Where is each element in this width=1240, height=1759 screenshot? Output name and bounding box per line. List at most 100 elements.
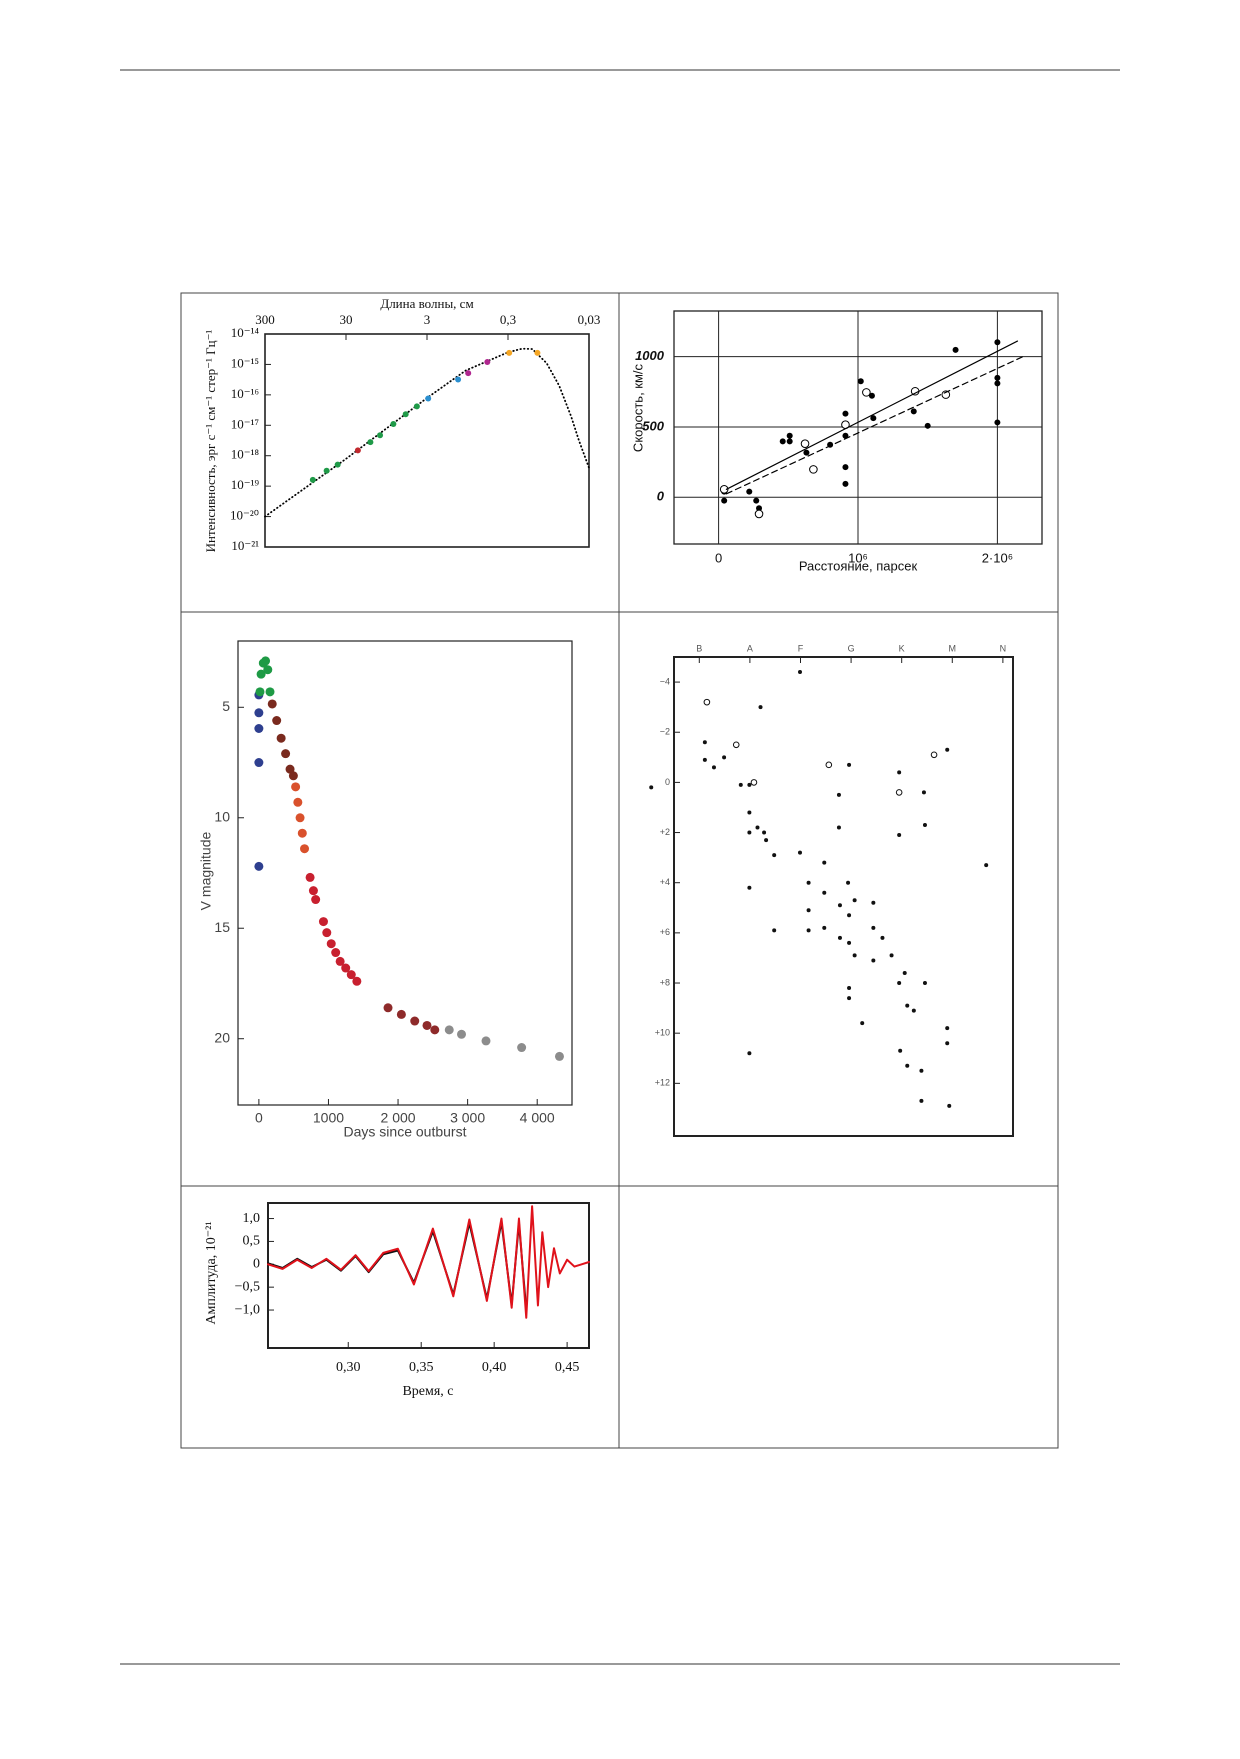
x-tick-label: 0,30 bbox=[336, 1360, 361, 1375]
y-tick-label: 0 bbox=[253, 1257, 260, 1272]
y-tick-label: 10⁻¹⁷ bbox=[231, 416, 259, 431]
marker bbox=[305, 872, 315, 882]
marker bbox=[747, 885, 752, 890]
marker bbox=[952, 346, 959, 353]
marker bbox=[919, 1098, 924, 1103]
figure: B A F G K M N −4 −2 0 +2 +4 +6 +8 +10 +12 bbox=[649, 643, 1014, 1137]
x-tick-label: 3 000 bbox=[450, 1110, 485, 1126]
x-tick-label: 2 000 bbox=[381, 1110, 416, 1126]
marker bbox=[254, 861, 264, 871]
marker bbox=[402, 411, 409, 418]
marker bbox=[924, 422, 931, 429]
marker bbox=[255, 687, 265, 697]
marker bbox=[994, 380, 1001, 387]
open-marker bbox=[825, 761, 833, 769]
marker bbox=[905, 1063, 910, 1068]
open-marker bbox=[719, 485, 729, 494]
marker bbox=[300, 844, 310, 854]
x-axis-title: Длина волны, см bbox=[380, 296, 473, 311]
x-tick-label: 0,03 bbox=[578, 312, 601, 327]
x-tick-label: 0 bbox=[255, 1110, 263, 1126]
marker bbox=[852, 953, 857, 958]
marker bbox=[868, 392, 875, 399]
marker bbox=[410, 1016, 420, 1026]
figure: 300 30 3 0,3 0,03 10⁻¹⁴ 10⁻¹⁵ 10⁻¹⁶ 10⁻¹⁷ 10⁻¹⁸ 10… bbox=[203, 296, 600, 553]
marker bbox=[897, 981, 902, 986]
marker bbox=[295, 813, 305, 823]
marker bbox=[747, 782, 752, 787]
model-curve bbox=[264, 347, 590, 518]
marker bbox=[425, 395, 432, 402]
marker bbox=[860, 1021, 865, 1026]
y-tick-label: 0 bbox=[657, 489, 665, 504]
x-tick-label: 0 bbox=[715, 550, 722, 565]
marker bbox=[898, 1048, 903, 1053]
marker bbox=[822, 890, 827, 895]
y-axis-title: V magnitude bbox=[198, 831, 214, 910]
x-tick-label: 4 000 bbox=[520, 1110, 555, 1126]
marker bbox=[354, 447, 361, 454]
x-tick-label: N bbox=[1000, 643, 1007, 653]
plot-frame bbox=[237, 640, 573, 1106]
marker bbox=[842, 410, 849, 417]
x-tick-label: 10⁶ bbox=[848, 550, 868, 565]
open-marker bbox=[862, 388, 871, 397]
marker bbox=[822, 860, 827, 865]
marker bbox=[910, 408, 917, 415]
marker bbox=[481, 1036, 491, 1046]
y-tick-label: 10⁻²⁰ bbox=[230, 508, 259, 523]
marker bbox=[352, 976, 362, 986]
marker bbox=[922, 981, 927, 986]
y-tick-label: −2 bbox=[660, 727, 670, 737]
marker bbox=[335, 956, 345, 966]
marker bbox=[945, 1041, 950, 1046]
x-tick-label: A bbox=[747, 643, 753, 653]
marker bbox=[847, 986, 852, 991]
plot-frame bbox=[264, 333, 590, 548]
marker bbox=[842, 480, 849, 487]
marker bbox=[847, 940, 852, 945]
marker bbox=[293, 797, 303, 807]
figure: 0 10⁶ 2·10⁶ 0 500 1000 Расстояние, парсек Скоро… bbox=[630, 310, 1043, 573]
marker bbox=[797, 850, 802, 855]
open-marker bbox=[800, 439, 810, 448]
marker bbox=[747, 810, 752, 815]
x-tick-label: 3 bbox=[424, 312, 431, 327]
marker bbox=[806, 908, 811, 913]
x-axis-title: Время, с bbox=[402, 1384, 453, 1399]
marker bbox=[254, 708, 264, 718]
marker bbox=[265, 687, 275, 697]
marker bbox=[919, 1068, 924, 1073]
marker bbox=[847, 762, 852, 767]
open-marker bbox=[895, 789, 903, 796]
marker bbox=[702, 740, 707, 745]
marker bbox=[846, 880, 851, 885]
marker bbox=[747, 1051, 752, 1056]
x-tick-label: M bbox=[949, 643, 957, 653]
marker bbox=[921, 790, 926, 795]
marker bbox=[326, 939, 336, 949]
marker bbox=[465, 370, 472, 377]
y-tick-label: 10⁻¹⁹ bbox=[231, 477, 260, 492]
marker bbox=[857, 378, 864, 385]
marker bbox=[722, 755, 727, 760]
marker bbox=[847, 996, 852, 1001]
y-tick-label: 10⁻¹⁶ bbox=[231, 386, 259, 401]
marker bbox=[922, 823, 927, 828]
marker bbox=[772, 928, 777, 933]
marker bbox=[753, 497, 760, 504]
marker bbox=[341, 963, 351, 973]
marker bbox=[291, 782, 301, 792]
y-tick-label: 5 bbox=[222, 698, 230, 714]
marker bbox=[822, 925, 827, 930]
x-tick-label: 0,40 bbox=[482, 1360, 507, 1375]
marker bbox=[534, 349, 541, 356]
marker bbox=[702, 757, 707, 762]
marker bbox=[711, 765, 716, 770]
marker bbox=[281, 749, 291, 759]
open-marker bbox=[750, 779, 758, 786]
y-tick-label: 500 bbox=[642, 418, 664, 433]
marker bbox=[797, 670, 802, 675]
marker bbox=[756, 505, 763, 512]
marker bbox=[367, 439, 374, 446]
